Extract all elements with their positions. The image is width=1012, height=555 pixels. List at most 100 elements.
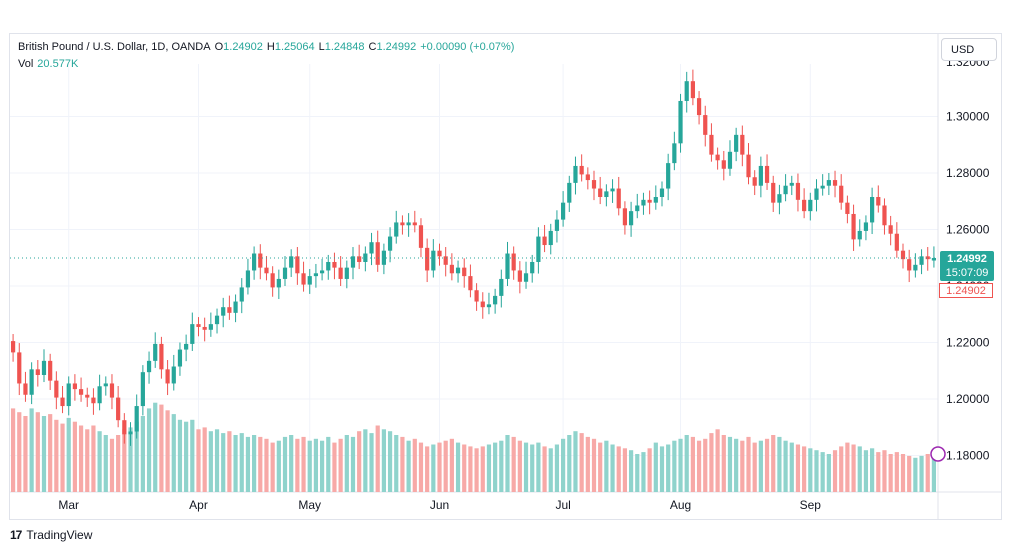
candle-body xyxy=(585,174,590,181)
volume-bar xyxy=(678,438,683,492)
volume-bar xyxy=(233,435,238,492)
volume-bar xyxy=(690,436,695,492)
volume-bar xyxy=(505,435,510,492)
candle-body xyxy=(184,343,189,350)
candle-body xyxy=(449,264,454,274)
volume-bar xyxy=(449,438,454,492)
volume-bar xyxy=(900,454,906,492)
volume-bar xyxy=(400,436,405,492)
volume-bar xyxy=(239,433,244,492)
candle-body xyxy=(301,273,306,285)
candle-body xyxy=(839,185,844,203)
legend-volume: Vol 20.577K xyxy=(18,58,82,70)
candle-body xyxy=(177,349,183,367)
volume-bar xyxy=(839,446,844,492)
volume-bar xyxy=(134,421,139,492)
volume-bar xyxy=(258,436,263,492)
volume-bar xyxy=(814,450,819,492)
volume-bar xyxy=(474,448,479,492)
volume-bar xyxy=(103,435,108,492)
volume-bar xyxy=(35,412,40,492)
volume-bar xyxy=(783,440,788,492)
candle-body xyxy=(882,205,887,226)
candle-body xyxy=(641,199,646,206)
volume-bar xyxy=(369,433,374,492)
candle-body xyxy=(66,383,71,407)
candle-body xyxy=(771,182,776,203)
candle-body xyxy=(863,222,869,231)
volume-bar xyxy=(703,438,708,492)
volume-bar xyxy=(78,425,84,492)
volume-bar xyxy=(647,448,652,492)
volume-bar xyxy=(777,436,782,492)
candle-body xyxy=(635,205,640,212)
volume-bar xyxy=(499,440,504,492)
volume-bar xyxy=(721,435,726,492)
volume-bar xyxy=(734,438,739,492)
last-price-value: 1.24992 xyxy=(947,253,987,265)
volume-bar xyxy=(561,438,566,492)
candle-body xyxy=(907,259,912,271)
volume-bar xyxy=(517,440,522,492)
candle-body xyxy=(295,256,300,274)
volume-bar xyxy=(542,446,547,492)
candle-body xyxy=(196,324,201,327)
candle-body xyxy=(721,160,726,169)
candle-body xyxy=(109,383,115,398)
candle-body xyxy=(60,397,65,407)
candle-body xyxy=(610,188,615,192)
volume-bar xyxy=(29,408,34,492)
volume-bar xyxy=(653,442,658,492)
y-tick-label: 1.18000 xyxy=(946,449,990,463)
candle-body xyxy=(381,250,386,265)
volume-bar xyxy=(394,435,399,492)
legend-change: +0.00090 (+0.07%) xyxy=(420,41,515,53)
candle-body xyxy=(542,236,547,246)
candle-body xyxy=(400,222,405,226)
volume-bar xyxy=(486,444,492,492)
candle-body xyxy=(684,81,689,101)
candle-body xyxy=(591,180,597,189)
candle-body xyxy=(783,185,788,195)
volume-bar xyxy=(72,421,77,492)
volume-bar xyxy=(493,442,498,492)
candle-body xyxy=(678,100,683,144)
volume-bar xyxy=(190,419,195,492)
legend-high-value: 1.25064 xyxy=(274,41,315,53)
volume-bar xyxy=(876,452,881,492)
candle-body xyxy=(338,267,343,279)
candle-body xyxy=(604,191,609,198)
candle-body xyxy=(17,352,22,384)
brand-name: TradingView xyxy=(26,528,93,542)
candle-body xyxy=(97,386,102,404)
volume-bar xyxy=(116,435,121,492)
candle-body xyxy=(350,256,356,268)
volume-bar xyxy=(184,421,189,492)
last-price-tag: 1.24992 15:07:09 xyxy=(940,251,994,281)
candle-body xyxy=(709,134,714,155)
candle-body xyxy=(313,273,319,277)
open-price-tag: 1.24902 xyxy=(939,283,993,298)
candle-body xyxy=(332,261,337,268)
currency-button[interactable]: USD xyxy=(941,38,997,61)
candle-body xyxy=(931,257,937,261)
volume-bar xyxy=(894,452,899,492)
volume-bar xyxy=(431,444,436,492)
tradingview-brand[interactable]: 17 TradingView xyxy=(10,528,92,542)
volume-bar xyxy=(221,433,226,492)
volume-bar xyxy=(97,431,102,492)
candle-body xyxy=(78,389,84,395)
event-marker-icon xyxy=(930,446,946,462)
volume-bar xyxy=(437,442,442,492)
volume-bar xyxy=(826,454,831,492)
candle-body xyxy=(727,151,733,169)
legend-open-label: O xyxy=(214,41,224,53)
volume-bar xyxy=(381,429,386,492)
candle-body xyxy=(165,369,170,384)
candle-body xyxy=(455,267,461,274)
candle-body xyxy=(29,369,34,395)
candle-body xyxy=(221,307,226,316)
candle-body xyxy=(146,360,152,373)
volume-bar xyxy=(295,438,300,492)
